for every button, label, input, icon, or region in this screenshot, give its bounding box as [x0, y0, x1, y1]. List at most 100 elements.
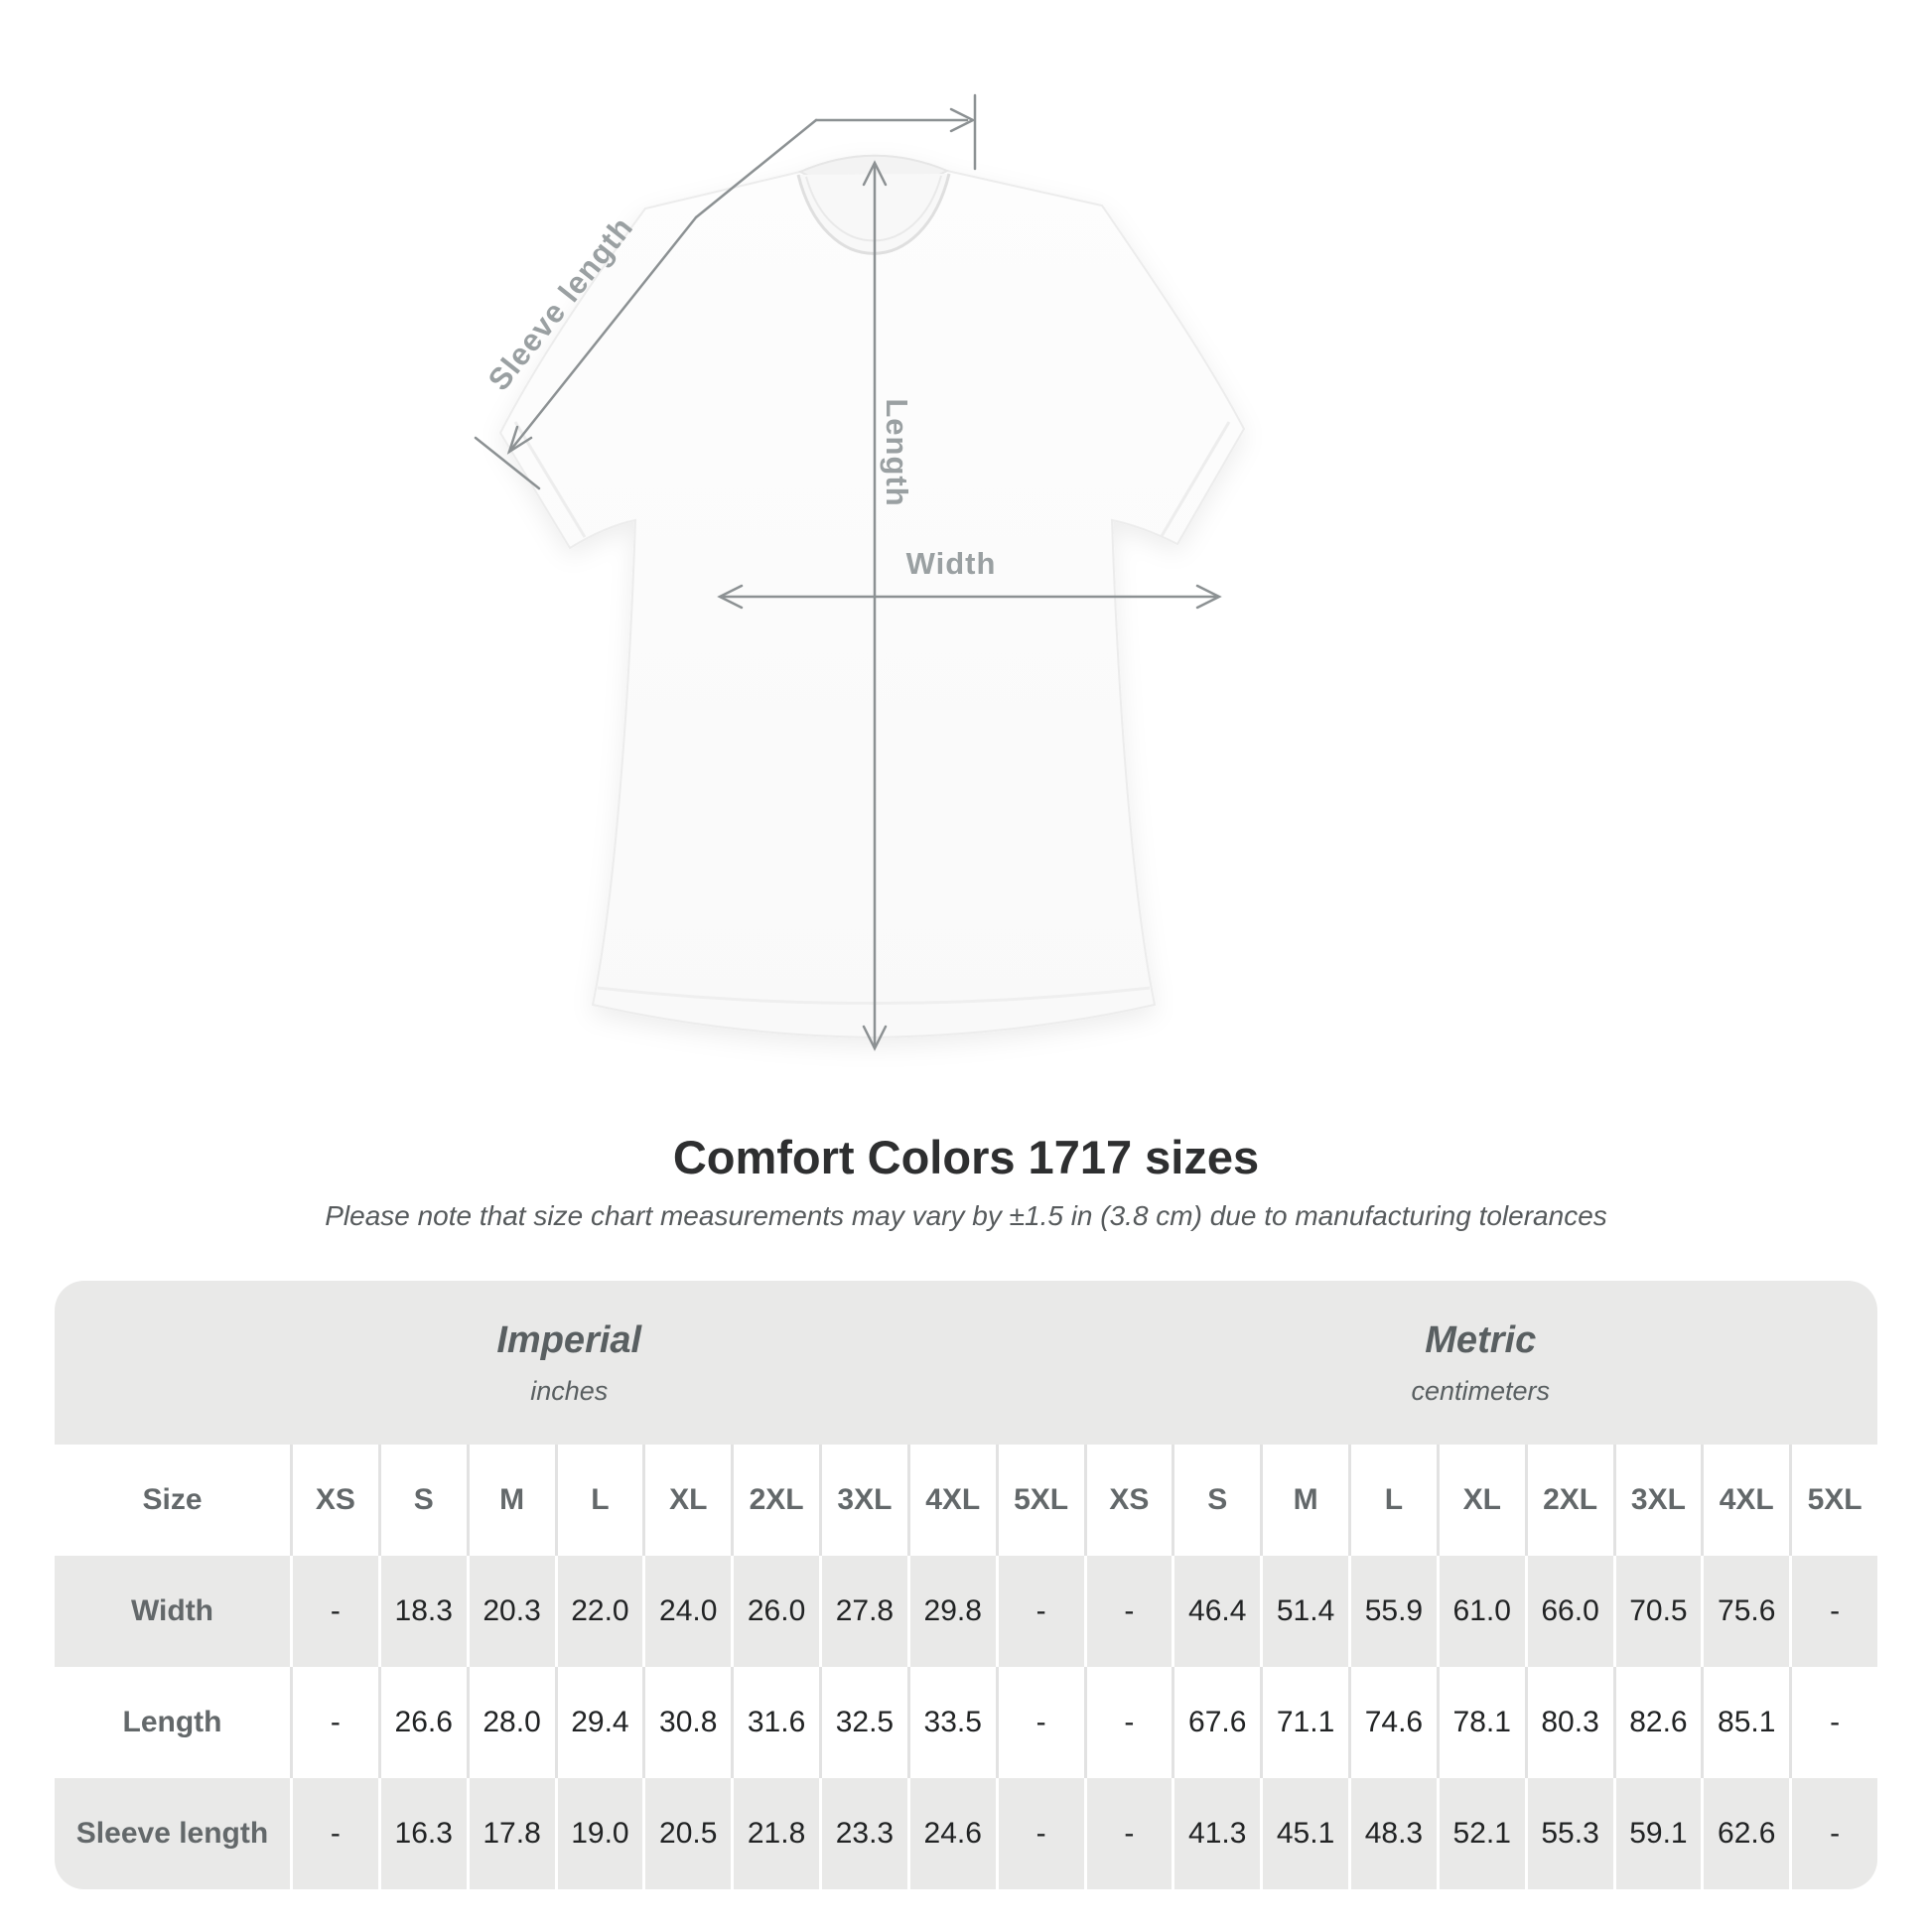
size-header-imperial-3xl: 3XL — [819, 1445, 907, 1556]
cell-width-metric-5xl: - — [1789, 1556, 1877, 1667]
size-header-metric-2xl: 2XL — [1524, 1445, 1613, 1556]
cell-length-metric-s: 67.6 — [1172, 1667, 1261, 1778]
size-header-imperial-4xl: 4XL — [906, 1445, 996, 1556]
cell-sleeve-length-metric-s: 41.3 — [1172, 1778, 1261, 1889]
cell-sleeve-length-imperial-m: 17.8 — [466, 1778, 555, 1889]
tolerance-note: Please note that size chart measurements… — [325, 1200, 1607, 1231]
unit-group-unit: centimeters — [1411, 1375, 1551, 1406]
row-label: Width — [55, 1556, 290, 1667]
cell-width-imperial-s: 18.3 — [377, 1556, 467, 1667]
cell-length-imperial-l: 29.4 — [554, 1667, 643, 1778]
cell-width-imperial-2xl: 26.0 — [731, 1556, 819, 1667]
size-header-imperial-5xl: 5XL — [995, 1445, 1084, 1556]
cell-sleeve-length-metric-m: 45.1 — [1260, 1778, 1348, 1889]
cell-sleeve-length-imperial-4xl: 24.6 — [906, 1778, 996, 1889]
size-header-imperial-m: M — [466, 1445, 555, 1556]
size-header-imperial-xl: XL — [642, 1445, 732, 1556]
cell-width-imperial-5xl: - — [995, 1556, 1084, 1667]
cell-width-metric-xs: - — [1083, 1556, 1173, 1667]
cell-width-metric-l: 55.9 — [1348, 1556, 1437, 1667]
row-label: Sleeve length — [55, 1778, 290, 1889]
width-left-arrowhead — [717, 584, 744, 610]
sleeve-end-tick — [474, 436, 541, 490]
unit-group-name: Metric — [1425, 1318, 1537, 1361]
cell-length-imperial-xl: 30.8 — [642, 1667, 732, 1778]
cell-length-imperial-m: 28.0 — [466, 1667, 555, 1778]
cell-sleeve-length-imperial-2xl: 21.8 — [731, 1778, 819, 1889]
length-top-arrowhead — [862, 160, 888, 187]
cell-width-imperial-3xl: 27.8 — [819, 1556, 907, 1667]
dimension-annotations — [474, 93, 1222, 1051]
cell-length-imperial-5xl: - — [995, 1667, 1084, 1778]
cell-width-metric-s: 46.4 — [1172, 1556, 1261, 1667]
cell-width-imperial-xs: - — [290, 1556, 378, 1667]
sleeve-length-sleeve-line — [507, 215, 698, 454]
title-block: Comfort Colors 1717 sizes Please note th… — [0, 1130, 1932, 1233]
cell-width-metric-2xl: 66.0 — [1524, 1556, 1613, 1667]
cell-sleeve-length-imperial-s: 16.3 — [377, 1778, 467, 1889]
cell-length-metric-xl: 78.1 — [1436, 1667, 1525, 1778]
cell-sleeve-length-imperial-5xl: - — [995, 1778, 1084, 1889]
cell-length-metric-5xl: - — [1789, 1667, 1877, 1778]
cell-length-metric-2xl: 80.3 — [1524, 1667, 1613, 1778]
size-header-metric-l: L — [1348, 1445, 1437, 1556]
cell-length-imperial-xs: - — [290, 1667, 378, 1778]
unit-group-unit: inches — [530, 1375, 609, 1406]
width-dimension-label: Width — [905, 546, 997, 581]
cell-width-metric-m: 51.4 — [1260, 1556, 1348, 1667]
tshirt-figure: Sleeve length Length Width — [474, 93, 1246, 1051]
cell-sleeve-length-metric-xl: 52.1 — [1436, 1778, 1525, 1889]
size-header-metric-xl: XL — [1436, 1445, 1525, 1556]
cell-length-imperial-3xl: 32.5 — [819, 1667, 907, 1778]
unit-group-header-imperial: Imperial inches — [55, 1281, 1084, 1445]
cell-sleeve-length-metric-4xl: 62.6 — [1701, 1778, 1790, 1889]
cell-length-imperial-s: 26.6 — [377, 1667, 467, 1778]
cell-length-imperial-2xl: 31.6 — [731, 1667, 819, 1778]
sleeve-length-right-arrowhead — [949, 107, 976, 133]
sleeve-length-shoulder-line — [694, 118, 818, 219]
size-header-metric-xs: XS — [1083, 1445, 1173, 1556]
cell-sleeve-length-imperial-l: 19.0 — [554, 1778, 643, 1889]
cell-width-imperial-m: 20.3 — [466, 1556, 555, 1667]
cell-length-metric-xs: - — [1083, 1667, 1173, 1778]
cell-width-imperial-l: 22.0 — [554, 1556, 643, 1667]
size-column-header: Size — [55, 1445, 290, 1556]
unit-group-header-metric: Metric centimeters — [1083, 1281, 1877, 1445]
cell-width-imperial-4xl: 29.8 — [906, 1556, 996, 1667]
tshirt-diagram-svg — [474, 93, 1246, 1051]
page-title: Comfort Colors 1717 sizes — [672, 1131, 1260, 1183]
cell-sleeve-length-imperial-3xl: 23.3 — [819, 1778, 907, 1889]
cell-sleeve-length-imperial-xs: - — [290, 1778, 378, 1889]
sleeve-length-arrowhead — [506, 425, 533, 455]
cell-sleeve-length-metric-xs: - — [1083, 1778, 1173, 1889]
size-header-imperial-l: L — [554, 1445, 643, 1556]
cell-width-metric-4xl: 75.6 — [1701, 1556, 1790, 1667]
cell-sleeve-length-metric-5xl: - — [1789, 1778, 1877, 1889]
cell-length-metric-l: 74.6 — [1348, 1667, 1437, 1778]
cell-sleeve-length-metric-3xl: 59.1 — [1612, 1778, 1702, 1889]
cell-length-imperial-4xl: 33.5 — [906, 1667, 996, 1778]
unit-group-name: Imperial — [496, 1318, 642, 1361]
size-header-metric-s: S — [1172, 1445, 1261, 1556]
cell-length-metric-4xl: 85.1 — [1701, 1667, 1790, 1778]
cell-sleeve-length-metric-2xl: 55.3 — [1524, 1778, 1613, 1889]
cell-sleeve-length-imperial-xl: 20.5 — [642, 1778, 732, 1889]
size-header-metric-m: M — [1260, 1445, 1348, 1556]
size-table: Imperial inches Metric centimeters Size XS S M L… — [55, 1281, 1877, 1889]
right-cuff-seam — [1160, 421, 1231, 537]
size-header-metric-5xl: 5XL — [1789, 1445, 1877, 1556]
cell-length-metric-3xl: 82.6 — [1612, 1667, 1702, 1778]
cell-length-metric-m: 71.1 — [1260, 1667, 1348, 1778]
size-header-imperial-2xl: 2XL — [731, 1445, 819, 1556]
size-header-metric-3xl: 3XL — [1612, 1445, 1702, 1556]
cell-width-metric-3xl: 70.5 — [1612, 1556, 1702, 1667]
cell-sleeve-length-metric-l: 48.3 — [1348, 1778, 1437, 1889]
row-label: Length — [55, 1667, 290, 1778]
size-header-metric-4xl: 4XL — [1701, 1445, 1790, 1556]
length-bottom-arrowhead — [862, 1025, 888, 1051]
width-right-arrowhead — [1195, 584, 1222, 610]
size-header-imperial-xs: XS — [290, 1445, 378, 1556]
cell-width-imperial-xl: 24.0 — [642, 1556, 732, 1667]
size-header-imperial-s: S — [377, 1445, 467, 1556]
